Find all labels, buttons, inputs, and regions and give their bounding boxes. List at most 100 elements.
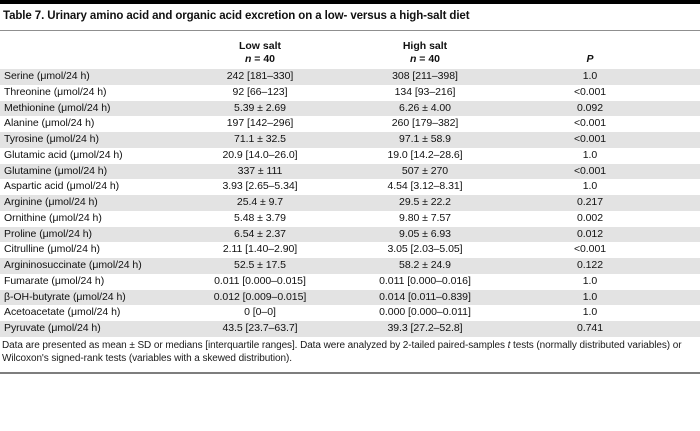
analyte-cell: Glutamine (μmol/24 h)	[0, 163, 180, 180]
table-row: Ornithine (μmol/24 h) 5.48 ± 3.79 9.80 ± 7…	[0, 211, 700, 227]
high-salt-value: 507 ± 270	[340, 163, 510, 180]
n-value: = 40	[416, 52, 441, 65]
n-value: = 40	[251, 52, 276, 65]
table-bottom-rule	[0, 372, 700, 374]
analyte-cell: Ornithine (μmol/24 h)	[4, 211, 102, 224]
p-value: <0.001	[510, 132, 700, 148]
p-value: 1.0	[582, 274, 598, 287]
column-header-analyte	[0, 34, 180, 69]
table-top-rule	[0, 0, 700, 4]
low-salt-value: 5.39 ± 2.69	[180, 100, 340, 117]
low-salt-value: 337 ± 111	[180, 163, 340, 180]
low-salt-value: 0 [0–0]	[244, 306, 276, 319]
analyte-cell: Serine (μmol/24 h)	[0, 69, 180, 85]
table-title: Table 7. Urinary amino acid and organic …	[3, 10, 470, 22]
high-salt-value: 29.5 ± 22.2	[340, 195, 510, 211]
low-salt-value: 197 [142–296]	[226, 117, 294, 130]
analyte-cell: Proline (μmol/24 h)	[0, 226, 180, 243]
high-salt-value: 0.011 [0.000–0.016]	[379, 274, 471, 287]
column-header-low-salt: Low salt n = 40	[180, 34, 340, 69]
low-salt-value: 242 [181–330]	[180, 69, 340, 85]
high-salt-value: 19.0 [14.2–28.6]	[387, 148, 463, 161]
table-row: Fumarate (μmol/24 h) 0.011 [0.000–0.015] 0…	[0, 274, 700, 290]
analyte-cell: Citrulline (μmol/24 h)	[4, 243, 100, 256]
low-salt-value: 6.54 ± 2.37	[180, 226, 340, 243]
low-salt-value: 0.011 [0.000–0.015]	[214, 274, 306, 287]
high-salt-label: High salt	[402, 40, 448, 52]
analyte-cell: Pyruvate (μmol/24 h)	[0, 321, 180, 338]
table-row: Glutamic acid (μmol/24 h) 20.9 [14.0–26.0…	[0, 148, 700, 164]
analyte-cell: Tyrosine (μmol/24 h)	[0, 132, 180, 148]
table-row: Acetoacetate (μmol/24 h) 0 [0–0] 0.000 [0.…	[0, 305, 700, 321]
low-salt-value: 25.4 ± 9.7	[180, 195, 340, 211]
table-row: Proline (μmol/24 h) 6.54 ± 2.37 9.05 ± 6.9…	[0, 226, 700, 243]
high-salt-value: 58.2 ± 24.9	[340, 258, 510, 274]
table-row: Argininosuccinate (μmol/24 h) 52.5 ± 17.5…	[0, 258, 700, 274]
p-value: 0.741	[510, 321, 700, 338]
high-salt-value: 3.05 [2.03–5.05]	[387, 243, 463, 256]
table-header: Low salt n = 40 High salt n = 40 P	[0, 34, 700, 69]
p-value: 1.0	[582, 180, 598, 193]
table-body: Serine (μmol/24 h) 242 [181–330] 308 [211–…	[0, 69, 700, 338]
table-row: Arginine (μmol/24 h) 25.4 ± 9.7 29.5 ± 22.…	[0, 195, 700, 211]
table-row: Aspartic acid (μmol/24 h) 3.93 [2.65–5.34…	[0, 179, 700, 195]
low-salt-label: Low salt	[238, 40, 281, 52]
low-salt-value: 52.5 ± 17.5	[180, 258, 340, 274]
table-row: Tyrosine (μmol/24 h) 71.1 ± 32.5 97.1 ± 58…	[0, 132, 700, 148]
table-row: Methionine (μmol/24 h) 5.39 ± 2.69 6.26 ± …	[0, 100, 700, 117]
high-salt-value: 9.80 ± 7.57	[399, 211, 451, 224]
high-salt-value: 6.26 ± 4.00	[340, 100, 510, 117]
low-salt-value: 20.9 [14.0–26.0]	[222, 148, 298, 161]
table-row: Alanine (μmol/24 h) 197 [142–296] 260 [179…	[0, 116, 700, 132]
high-salt-value: 97.1 ± 58.9	[340, 132, 510, 148]
p-value: <0.001	[573, 243, 607, 256]
p-value: 1.0	[510, 69, 700, 85]
analyte-cell: Methionine (μmol/24 h)	[0, 100, 180, 117]
header-row: Low salt n = 40 High salt n = 40 P	[0, 34, 700, 69]
low-salt-value: 92 [66–123]	[232, 85, 288, 98]
low-salt-value: 2.11 [1.40–2.90]	[222, 243, 298, 256]
analyte-cell: Acetoacetate (μmol/24 h)	[4, 306, 121, 319]
table-row: Threonine (μmol/24 h) 92 [66–123] 134 [93–…	[0, 85, 700, 101]
table-row: Glutamine (μmol/24 h) 337 ± 111 507 ± 270 <…	[0, 163, 700, 180]
table-row: Citrulline (μmol/24 h) 2.11 [1.40–2.90] 3.…	[0, 242, 700, 258]
table-row: Pyruvate (μmol/24 h) 43.5 [23.7–63.7] 39.3…	[0, 321, 700, 338]
analyte-cell: Argininosuccinate (μmol/24 h)	[0, 258, 180, 274]
table-row: Serine (μmol/24 h) 242 [181–330] 308 [211–…	[0, 69, 700, 85]
n-symbol: n	[409, 52, 417, 65]
low-salt-value: 0.012 [0.009–0.015]	[180, 289, 340, 306]
low-salt-value: 3.93 [2.65–5.34]	[222, 180, 298, 193]
p-value: <0.001	[510, 163, 700, 180]
analyte-cell: Threonine (μmol/24 h)	[4, 85, 107, 98]
high-salt-value: 260 [179–382]	[391, 117, 459, 130]
p-value: <0.001	[573, 117, 607, 130]
low-salt-n: n = 40	[180, 53, 340, 66]
column-header-p: P	[510, 34, 700, 69]
p-value: 1.0	[510, 289, 700, 306]
high-salt-value: 9.05 ± 6.93	[340, 226, 510, 243]
analyte-cell: Aspartic acid (μmol/24 h)	[4, 180, 120, 193]
high-salt-value: 39.3 [27.2–52.8]	[340, 321, 510, 338]
high-salt-value: 308 [211–398]	[340, 69, 510, 85]
analyte-cell: Arginine (μmol/24 h)	[0, 195, 180, 211]
table-footnote: Data are presented as mean ± SD or media…	[2, 339, 698, 365]
low-salt-value: 71.1 ± 32.5	[180, 132, 340, 148]
analyte-cell: Glutamic acid (μmol/24 h)	[4, 148, 123, 161]
high-salt-value: 0.014 [0.011–0.839]	[340, 289, 510, 306]
p-value: 1.0	[582, 148, 598, 161]
p-value: 1.0	[582, 306, 598, 319]
n-symbol: n	[244, 52, 252, 65]
high-salt-n: n = 40	[340, 53, 510, 66]
high-salt-value: 4.54 [3.12–8.31]	[387, 180, 463, 193]
table-row: β-OH-butyrate (μmol/24 h) 0.012 [0.009–0.…	[0, 289, 700, 306]
title-divider-rule	[0, 30, 700, 31]
high-salt-value: 134 [93–216]	[394, 85, 456, 98]
low-salt-value: 5.48 ± 3.79	[234, 211, 286, 224]
low-salt-value: 43.5 [23.7–63.7]	[180, 321, 340, 338]
p-value: 0.217	[510, 195, 700, 211]
footnote-text-2: tests (normally distributed variables) o…	[2, 340, 682, 364]
p-value: 0.002	[576, 211, 604, 224]
footnote-text-1: Data are presented as mean ± SD or media…	[2, 340, 508, 351]
footnote-italic-t: t	[507, 340, 511, 351]
p-value: 0.012	[510, 226, 700, 243]
